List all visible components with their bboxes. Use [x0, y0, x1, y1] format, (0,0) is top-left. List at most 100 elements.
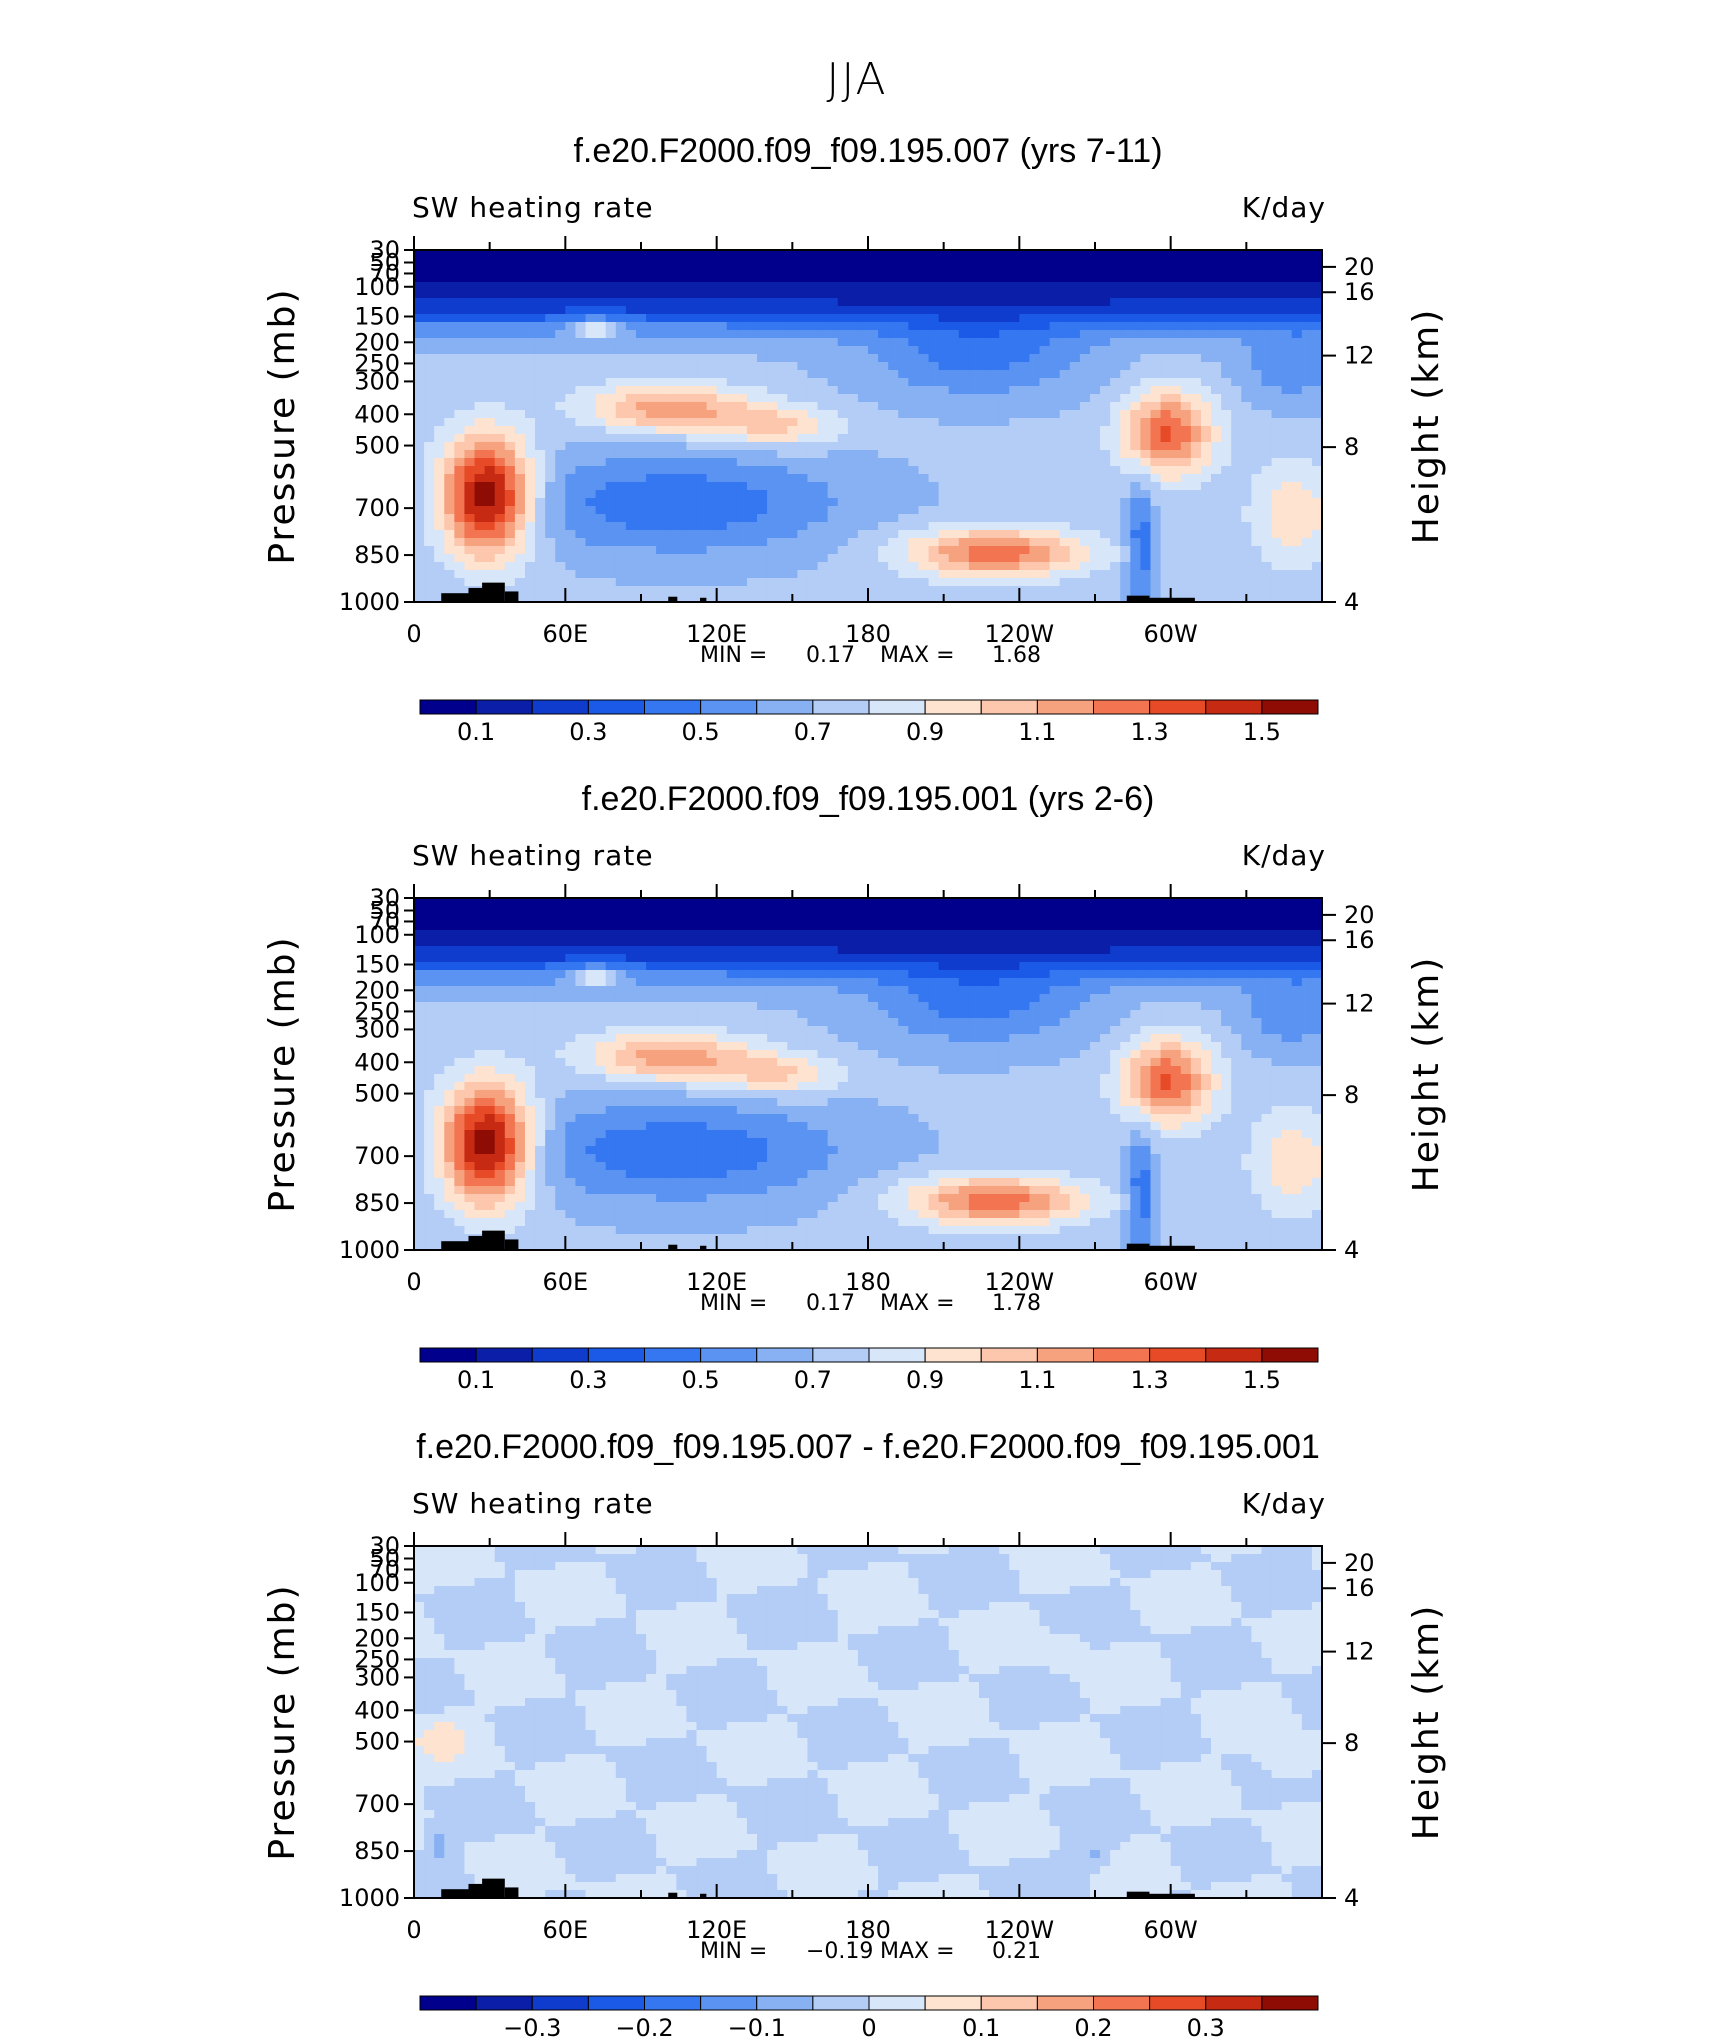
heatmap-cell	[1039, 346, 1051, 355]
heatmap-cell	[1211, 490, 1222, 499]
heatmap-cell	[868, 578, 879, 587]
heatmap-cell	[1281, 546, 1293, 555]
heatmap-cell	[746, 410, 758, 419]
heatmap-cell	[817, 442, 829, 451]
heatmap-cell	[1311, 930, 1323, 939]
heatmap-cell	[1059, 530, 1071, 539]
heatmap-cell	[656, 282, 667, 291]
heatmap-cell	[424, 938, 435, 947]
heatmap-cell	[706, 538, 718, 547]
heatmap-cell	[827, 434, 839, 443]
heatmap-cell	[898, 586, 909, 595]
heatmap-cell	[989, 394, 1000, 403]
heatmap-cell	[1009, 274, 1020, 283]
heatmap-cell	[857, 922, 869, 931]
heatmap-cell	[1150, 474, 1162, 483]
heatmap-cell	[646, 538, 657, 547]
heatmap-cell	[958, 554, 970, 563]
heatmap-cell	[1049, 402, 1061, 411]
heatmap-cell	[1089, 434, 1101, 443]
heatmap-cell	[1291, 930, 1303, 939]
heatmap-cell	[535, 546, 546, 555]
heatmap-cell	[414, 906, 425, 915]
heatmap-cell	[696, 386, 708, 395]
heatmap-cell	[999, 482, 1010, 491]
heatmap-cell	[837, 554, 849, 563]
panel-title: f.e20.F2000.f09_f09.195.001 (yrs 2-6)	[582, 780, 1155, 818]
heatmap-cell	[545, 306, 556, 315]
heatmap-cell	[504, 530, 516, 539]
heatmap-cell	[1160, 546, 1172, 555]
heatmap-cell	[847, 298, 859, 307]
heatmap-cell	[898, 490, 909, 499]
heatmap-cell	[817, 466, 829, 475]
heatmap-cell	[605, 562, 617, 571]
heatmap-cell	[464, 530, 476, 539]
heatmap-cell	[686, 506, 698, 515]
heatmap-cell	[1009, 938, 1020, 947]
heatmap-cell	[948, 946, 960, 955]
heatmap-cell	[565, 578, 577, 587]
heatmap-cell	[555, 378, 566, 387]
heatmap-cell	[464, 970, 476, 979]
heatmap-cell	[1100, 586, 1111, 595]
heatmap-cell	[706, 474, 718, 483]
heatmap-cell	[989, 906, 1000, 915]
heatmap-cell	[888, 898, 899, 907]
heatmap-cell	[757, 458, 768, 467]
heatmap-cell	[726, 418, 738, 427]
heatmap-cell	[716, 930, 728, 939]
heatmap-cell	[676, 466, 687, 475]
heatmap-cell	[716, 538, 728, 547]
heatmap-cell	[1130, 466, 1141, 475]
heatmap-cell	[1180, 330, 1192, 339]
heatmap-cell	[1301, 954, 1313, 963]
heatmap-cell	[464, 978, 476, 987]
heatmap-cell	[545, 898, 556, 907]
heatmap-cell	[545, 370, 556, 379]
heatmap-cell	[454, 330, 466, 339]
heatmap-cell	[696, 898, 708, 907]
heatmap-cell	[958, 530, 970, 539]
heatmap-cell	[1069, 482, 1081, 491]
heatmap-cell	[888, 954, 899, 963]
heatmap-cell	[524, 978, 536, 987]
heatmap-cell	[1200, 594, 1212, 603]
heatmap-cell	[777, 474, 788, 483]
heatmap-cell	[1251, 330, 1263, 339]
heatmap-cell	[676, 962, 687, 971]
heatmap-cell	[424, 514, 435, 523]
heatmap-cell	[1291, 530, 1303, 539]
heatmap-cell	[1009, 322, 1020, 331]
heatmap-cell	[1140, 530, 1152, 539]
heatmap-cell	[898, 282, 909, 291]
heatmap-cell	[898, 522, 909, 531]
heatmap-cell	[615, 290, 627, 299]
heatmap-cell	[898, 954, 909, 963]
heatmap-cell	[605, 458, 617, 467]
heatmap-cell	[1261, 490, 1273, 499]
heatmap-cell	[1110, 434, 1121, 443]
heatmap-cell	[837, 594, 849, 603]
heatmap-cell	[625, 258, 637, 267]
heatmap-cell	[898, 258, 909, 267]
heatmap-cell	[1160, 906, 1172, 915]
heatmap-cell	[797, 258, 809, 267]
heatmap-cell	[918, 434, 930, 443]
y-tick-label: 500	[354, 432, 400, 460]
heatmap-cell	[524, 522, 536, 531]
heatmap-cell	[444, 450, 455, 459]
heatmap-cell	[1271, 282, 1283, 291]
heatmap-cell	[1150, 410, 1162, 419]
heatmap-cell	[736, 386, 748, 395]
heatmap-cell	[484, 330, 496, 339]
heatmap-cell	[514, 938, 526, 947]
heatmap-cell	[585, 586, 597, 595]
heatmap-cell	[1049, 466, 1061, 475]
heatmap-cell	[1180, 322, 1192, 331]
heatmap-cell	[1231, 442, 1242, 451]
heatmap-cell	[989, 434, 1000, 443]
heatmap-cell	[948, 474, 960, 483]
heatmap-cell	[484, 530, 496, 539]
heatmap-cell	[1130, 546, 1141, 555]
